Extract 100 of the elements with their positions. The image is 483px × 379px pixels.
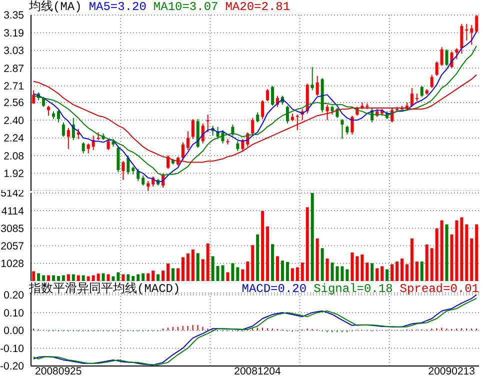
- candlestick: [236, 140, 240, 152]
- bar: [112, 276, 115, 281]
- bar: [366, 262, 369, 281]
- bar: [171, 268, 174, 281]
- candlestick: [201, 122, 204, 144]
- bar: [211, 256, 214, 281]
- candlestick: [326, 104, 329, 121]
- bar: [340, 266, 344, 281]
- text: MA5=3.20: [88, 0, 146, 14]
- bar: [306, 207, 309, 281]
- y-tick-label: 2.56: [4, 97, 24, 110]
- y-tick-label: 0.20: [4, 290, 24, 302]
- bar: [241, 269, 244, 281]
- bar: [380, 266, 384, 281]
- bar: [435, 228, 438, 281]
- text: MA10=3.07: [153, 0, 218, 14]
- bar: [42, 275, 46, 281]
- bar: [146, 273, 150, 281]
- y-tick-label: 3.03: [4, 45, 24, 58]
- bar: [465, 224, 468, 281]
- bar: [201, 259, 204, 281]
- candlestick: [316, 75, 319, 96]
- bar: [76, 275, 80, 281]
- candlestick: [420, 85, 424, 98]
- bar: [156, 274, 160, 281]
- candlestick: [266, 88, 270, 102]
- candlestick: [181, 142, 184, 161]
- y-tick-label: 2.08: [4, 150, 24, 162]
- bar: [122, 274, 125, 281]
- bar: [162, 270, 165, 281]
- candlestick: [82, 142, 85, 154]
- bar: [286, 262, 289, 281]
- bar: [216, 266, 220, 281]
- bar: [62, 275, 65, 281]
- bar: [386, 269, 389, 281]
- candlestick: [42, 96, 46, 108]
- candlestick: [126, 155, 130, 175]
- bar: [475, 224, 478, 281]
- bar: [206, 243, 210, 281]
- bar: [102, 273, 105, 281]
- candlestick: [271, 85, 274, 106]
- bar: [142, 273, 145, 281]
- bar: [47, 275, 50, 281]
- bar: [66, 274, 70, 281]
- candlestick: [340, 118, 344, 140]
- candlestick: [72, 117, 75, 141]
- bar: [316, 238, 319, 281]
- bar: [266, 226, 270, 281]
- bar: [52, 275, 56, 281]
- bar: [256, 234, 260, 281]
- series-label: MACD=0.20: [242, 282, 307, 296]
- y-tick-label: 3085: [0, 222, 24, 235]
- bar: [191, 249, 194, 281]
- bar: [271, 244, 274, 281]
- candlestick: [186, 130, 190, 151]
- bar: [166, 264, 170, 281]
- bar: [236, 267, 240, 281]
- line-series: [32, 74, 478, 163]
- y-tick-label: -0.20: [0, 360, 24, 373]
- candlestick: [410, 88, 414, 108]
- bar: [360, 254, 364, 281]
- bar: [37, 273, 40, 281]
- bar: [106, 274, 110, 281]
- candlestick: [142, 175, 145, 186]
- text: Spread=0.01: [400, 282, 479, 296]
- bar: [350, 252, 354, 281]
- candlestick: [166, 155, 170, 170]
- bar: [356, 256, 359, 281]
- bar: [251, 245, 254, 281]
- candlestick: [136, 168, 140, 182]
- candlestick: [206, 114, 210, 133]
- candlestick: [62, 122, 65, 138]
- candlestick: [435, 60, 438, 76]
- candlestick: [310, 66, 314, 91]
- bar: [410, 238, 414, 281]
- bar: [425, 244, 428, 281]
- bar: [231, 263, 234, 281]
- candlestick: [465, 23, 468, 41]
- bar: [440, 220, 444, 281]
- bar: [136, 274, 140, 281]
- candlestick: [445, 48, 448, 66]
- bar: [186, 254, 190, 281]
- candlestick: [286, 105, 289, 124]
- bar: [296, 267, 299, 281]
- y-tick-label: 3.35: [4, 10, 24, 22]
- y-tick-label: 2.87: [4, 62, 24, 75]
- bar: [276, 256, 280, 281]
- candlestick: [440, 46, 444, 66]
- bar: [261, 210, 264, 281]
- bar: [470, 238, 474, 281]
- y-tick-label: 2.24: [4, 132, 24, 145]
- bar: [246, 262, 250, 281]
- bar: [390, 264, 394, 281]
- candlestick: [261, 100, 264, 120]
- bar: [370, 263, 374, 281]
- bar: [460, 217, 464, 281]
- candlestick: [116, 146, 120, 173]
- candlestick: [415, 93, 418, 102]
- bar: [405, 264, 408, 281]
- bar: [376, 268, 379, 281]
